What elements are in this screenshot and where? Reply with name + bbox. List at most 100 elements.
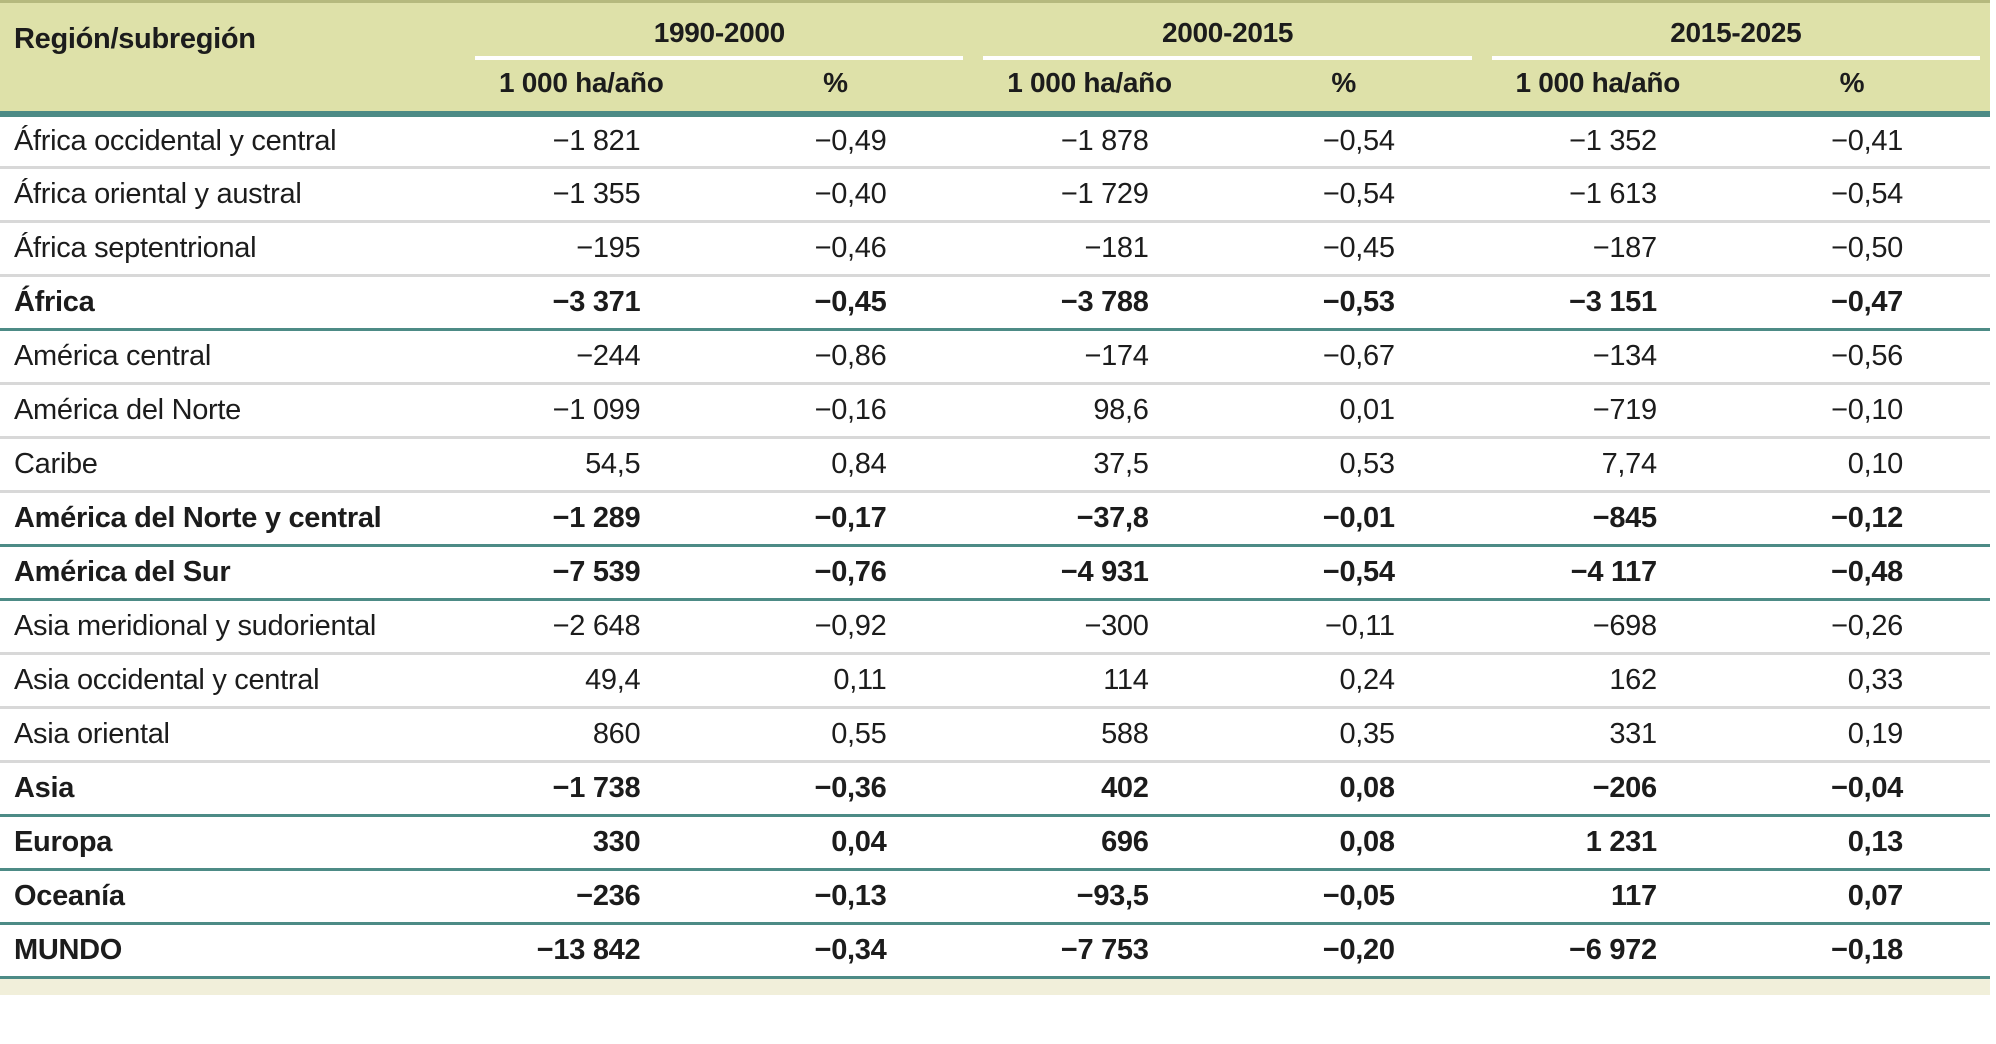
table-row: Asia occidental y central 49,4 0,11 114 0,24… [0, 653, 1990, 709]
region-cell: Caribe [0, 437, 466, 493]
unit-header-row: 1 000 ha/año % 1 000 ha/año % 1 000 ha/a… [0, 59, 1990, 117]
rate-cell: 402 [973, 761, 1206, 817]
percent-cell: 0,35 [1205, 707, 1482, 763]
unit-header-rate: 1 000 ha/año [973, 59, 1206, 117]
percent-cell: 0,11 [697, 653, 974, 709]
rate-cell: 49,4 [465, 653, 698, 709]
region-cell: América del Norte y central [0, 491, 466, 547]
percent-cell: −0,49 [697, 113, 974, 169]
rate-cell: −1 355 [465, 167, 698, 223]
rate-cell: −300 [973, 599, 1206, 655]
percent-cell: 0,19 [1713, 707, 1990, 763]
percent-cell: −0,54 [1205, 545, 1482, 601]
rate-cell: 1 231 [1481, 815, 1714, 871]
table-row: África occidental y central −1 821 −0,49 −1… [0, 113, 1990, 169]
percent-cell: −0,86 [697, 329, 974, 385]
table-body: África occidental y central −1 821 −0,49 −1… [0, 113, 1990, 979]
rate-cell: 37,5 [973, 437, 1206, 493]
region-cell: Europa [0, 815, 466, 871]
rate-cell: −845 [1481, 491, 1714, 547]
rate-cell: −1 738 [465, 761, 698, 817]
rate-cell: 330 [465, 815, 698, 871]
period-header-2000-2015: 2000-2015 [973, 1, 1482, 60]
period-header-1990-2000: 1990-2000 [465, 1, 974, 60]
percent-cell: −0,36 [697, 761, 974, 817]
rate-cell: 696 [973, 815, 1206, 871]
rate-cell: −6 972 [1481, 923, 1714, 979]
percent-cell: 0,55 [697, 707, 974, 763]
rate-cell: −1 099 [465, 383, 698, 439]
rate-cell: 7,74 [1481, 437, 1714, 493]
percent-cell: −0,13 [697, 869, 974, 925]
table-row: Asia oriental 860 0,55 588 0,35 331 0,19 [0, 707, 1990, 763]
percent-cell: −0,05 [1205, 869, 1482, 925]
percent-cell: 0,53 [1205, 437, 1482, 493]
percent-cell: −0,45 [1205, 221, 1482, 277]
rate-cell: −3 371 [465, 275, 698, 331]
rate-cell: 98,6 [973, 383, 1206, 439]
percent-cell: −0,54 [1713, 167, 1990, 223]
region-cell: América del Norte [0, 383, 466, 439]
percent-cell: −0,48 [1713, 545, 1990, 601]
table-header: Región/subregión 1990-2000 2000-2015 201… [0, 1, 1990, 117]
rate-cell: −236 [465, 869, 698, 925]
rate-cell: 162 [1481, 653, 1714, 709]
region-cell: África oriental y austral [0, 167, 466, 223]
region-cell: Asia meridional y sudoriental [0, 599, 466, 655]
rate-cell: −1 821 [465, 113, 698, 169]
rate-cell: −244 [465, 329, 698, 385]
rate-cell: −4 117 [1481, 545, 1714, 601]
percent-cell: −0,47 [1713, 275, 1990, 331]
rate-cell: −3 151 [1481, 275, 1714, 331]
region-cell: África septentrional [0, 221, 466, 277]
percent-cell: −0,67 [1205, 329, 1482, 385]
percent-cell: −0,56 [1713, 329, 1990, 385]
forest-area-change-table: Región/subregión 1990-2000 2000-2015 201… [0, 0, 1990, 979]
table-row: América del Norte y central −1 289 −0,17 −3… [0, 491, 1990, 547]
rate-cell: 860 [465, 707, 698, 763]
percent-cell: −0,10 [1713, 383, 1990, 439]
region-cell: África [0, 275, 466, 331]
rate-cell: −37,8 [973, 491, 1206, 547]
rate-cell: −7 539 [465, 545, 698, 601]
region-cell: Asia [0, 761, 466, 817]
rate-cell: −1 289 [465, 491, 698, 547]
percent-cell: −0,54 [1205, 113, 1482, 169]
percent-cell: −0,54 [1205, 167, 1482, 223]
rate-cell: −719 [1481, 383, 1714, 439]
region-cell: Asia occidental y central [0, 653, 466, 709]
rate-cell: −698 [1481, 599, 1714, 655]
unit-header-percent: % [1713, 59, 1990, 117]
table-row: Asia meridional y sudoriental −2 648 −0,92… [0, 599, 1990, 655]
rate-cell: −3 788 [973, 275, 1206, 331]
region-cell: África occidental y central [0, 113, 466, 169]
percent-cell: −0,20 [1205, 923, 1482, 979]
rate-cell: 114 [973, 653, 1206, 709]
region-column-header: Región/subregión [0, 1, 466, 117]
region-cell: América del Sur [0, 545, 466, 601]
rate-cell: −13 842 [465, 923, 698, 979]
rate-cell: −1 878 [973, 113, 1206, 169]
rate-cell: −1 613 [1481, 167, 1714, 223]
percent-cell: 0,08 [1205, 815, 1482, 871]
percent-cell: −0,04 [1713, 761, 1990, 817]
rate-cell: 54,5 [465, 437, 698, 493]
percent-cell: −0,16 [697, 383, 974, 439]
rate-cell: 588 [973, 707, 1206, 763]
percent-cell: −0,76 [697, 545, 974, 601]
period-header-2015-2025: 2015-2025 [1481, 1, 1990, 60]
percent-cell: −0,11 [1205, 599, 1482, 655]
percent-cell: −0,12 [1713, 491, 1990, 547]
percent-cell: −0,40 [697, 167, 974, 223]
region-cell: Asia oriental [0, 707, 466, 763]
percent-cell: 0,01 [1205, 383, 1482, 439]
percent-cell: 0,24 [1205, 653, 1482, 709]
table-row: Europa 330 0,04 696 0,08 1 231 0,13 [0, 815, 1990, 871]
table-row: MUNDO −13 842 −0,34 −7 753 −0,20 −6 972 −0,18 [0, 923, 1990, 979]
percent-cell: −0,34 [697, 923, 974, 979]
percent-cell: 0,08 [1205, 761, 1482, 817]
rate-cell: −174 [973, 329, 1206, 385]
percent-cell: 0,10 [1713, 437, 1990, 493]
percent-cell: −0,45 [697, 275, 974, 331]
rate-cell: −7 753 [973, 923, 1206, 979]
